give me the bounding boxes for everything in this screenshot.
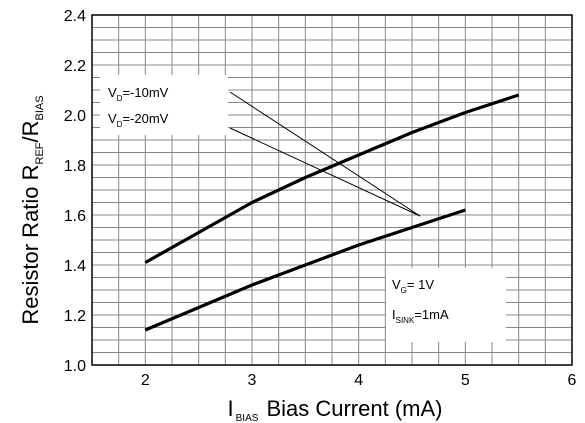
x-tick-label: 2	[141, 372, 150, 389]
y-tick-label: 1.4	[64, 258, 86, 275]
annotation-pointer	[229, 127, 421, 217]
tick-labels: 2 3 4 5 6 1.0 1.2 1.4 1.6 1.8 2.0 2.2 2.4	[64, 8, 577, 389]
y-axis-mid: /R	[18, 120, 43, 142]
series-line-1	[144, 93, 520, 264]
y-axis-label: Resistor Ratio RREF/RBIAS	[18, 95, 46, 324]
x-tick-label: 3	[248, 372, 257, 389]
x-tick-label: 4	[354, 372, 363, 389]
plot-frame	[91, 14, 573, 366]
y-tick-label: 2.0	[64, 108, 86, 125]
y-tick-label: 2.4	[64, 8, 86, 25]
x-axis-subscript: BIAS	[236, 413, 259, 423]
y-tick-label: 1.6	[64, 208, 86, 225]
x-tick-label: 6	[568, 372, 577, 389]
y-tick-label: 1.0	[64, 358, 86, 375]
annotations: VD=-10mV VD=-20mV VG= 1V ISINK=1mA	[100, 75, 506, 342]
conditions-bg	[386, 268, 506, 342]
x-axis-label: I BIAS Bias Current (mA)	[228, 396, 443, 423]
x-axis-symbol: I	[228, 396, 234, 421]
y-axis-prefix: Resistor Ratio R	[18, 164, 43, 324]
condition-label: ISINK=1mA	[392, 307, 449, 325]
annotation-label: VD=-10mV	[108, 85, 169, 103]
y-tick-label: 2.2	[64, 58, 86, 75]
condition-label: VG= 1V	[392, 277, 434, 295]
annotation-label: VD=-20mV	[108, 111, 169, 129]
annotation-bg	[100, 75, 228, 135]
annotation-pointer	[229, 91, 421, 217]
y-tick-label: 1.8	[64, 158, 86, 175]
x-tick-label: 5	[461, 372, 470, 389]
y-axis-sub2: BIAS	[34, 95, 46, 120]
series-line-2	[144, 208, 466, 332]
y-tick-label: 1.2	[64, 308, 86, 325]
series-lines	[144, 93, 520, 332]
y-axis-sub1: REF	[34, 142, 46, 164]
x-axis-text: Bias Current (mA)	[266, 396, 442, 421]
